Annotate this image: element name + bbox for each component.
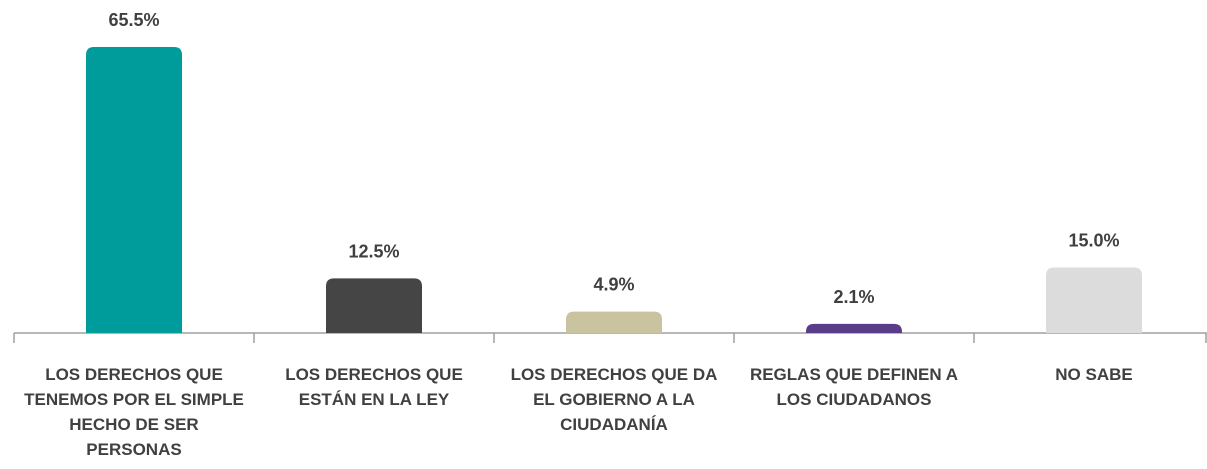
x-tick-label: LOS DERECHOS QUE DA EL GOBIERNO A LA CIU… xyxy=(510,365,718,434)
value-label: 65.5% xyxy=(108,10,159,30)
bar xyxy=(1046,267,1142,333)
value-label: 2.1% xyxy=(833,287,874,307)
x-tick-label: LOS DERECHOS QUE ESTÁN EN LA LEY xyxy=(285,365,463,409)
bar xyxy=(86,47,182,333)
bar xyxy=(326,278,422,333)
bar xyxy=(806,323,902,333)
value-label: 12.5% xyxy=(348,241,399,261)
value-label: 15.0% xyxy=(1068,231,1119,251)
x-tick-label: LOS DERECHOS QUE TENEMOS POR EL SIMPLE H… xyxy=(24,365,244,459)
bar xyxy=(566,311,662,333)
x-tick-label: NO SABE xyxy=(1055,365,1133,384)
value-label: 4.9% xyxy=(593,275,634,295)
x-tick-label: REGLAS QUE DEFINEN A LOS CIUDADANOS xyxy=(749,365,959,409)
